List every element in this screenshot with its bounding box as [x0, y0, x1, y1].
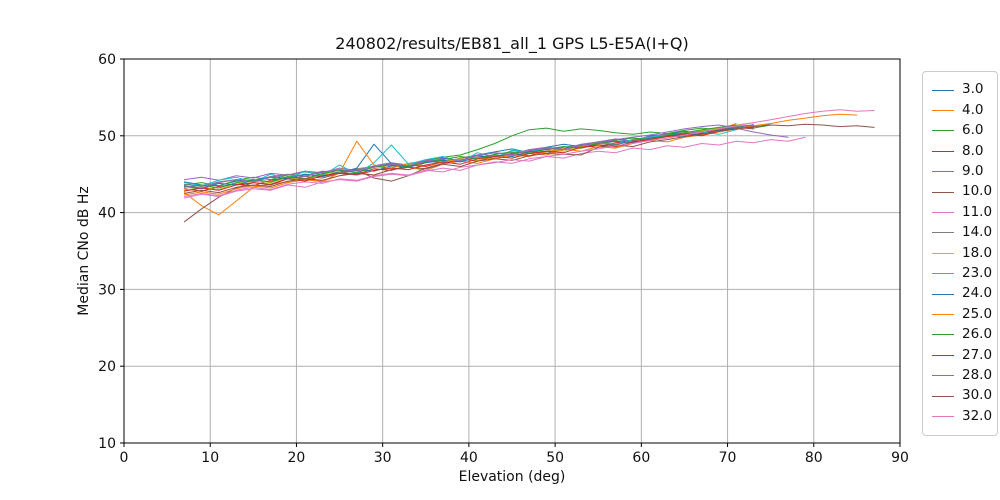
legend-line-swatch: [932, 354, 954, 356]
legend-entry-label: 24.0: [962, 285, 993, 302]
legend-line-swatch: [932, 110, 954, 112]
legend-line-swatch: [932, 191, 954, 193]
y-tick-label-20: 20: [98, 359, 116, 375]
legend-line-swatch: [932, 313, 954, 315]
legend-entry-10.0: 10.0: [932, 182, 993, 202]
legend-entry-label: 30.0: [962, 387, 993, 404]
legend-entry-label: 4.0: [962, 101, 984, 118]
legend-line-swatch: [932, 273, 954, 275]
y-tick-label-10: 10: [98, 436, 116, 452]
chart-title: 240802/results/EB81_all_1 GPS L5-E5A(I+Q…: [335, 34, 689, 53]
legend-entry-label: 27.0: [962, 346, 993, 363]
x-tick-label-10: 10: [201, 450, 219, 466]
legend-entry-24.0: 24.0: [932, 284, 993, 304]
x-tick-label-30: 30: [374, 450, 392, 466]
legend-entry-32.0: 32.0: [932, 406, 993, 426]
y-tick-label-50: 50: [98, 129, 116, 145]
legend-line-swatch: [932, 150, 954, 152]
legend-entry-11.0: 11.0: [932, 202, 993, 222]
legend-entry-9.0: 9.0: [932, 162, 993, 182]
legend-line-swatch: [932, 375, 954, 377]
legend-entry-18.0: 18.0: [932, 243, 993, 263]
legend-line-swatch: [932, 395, 954, 397]
series-line-30.0: [183, 123, 875, 194]
x-tick-label-40: 40: [460, 450, 478, 466]
legend-line-swatch: [932, 334, 954, 336]
series-line-11.0: [183, 136, 806, 197]
legend-line-swatch: [932, 252, 954, 254]
legend-line-swatch: [932, 89, 954, 91]
legend-entry-27.0: 27.0: [932, 345, 993, 365]
legend-entry-26.0: 26.0: [932, 325, 993, 345]
x-tick-label-60: 60: [632, 450, 650, 466]
legend: 3.0 4.0 6.0 8.0 9.0 10.0 11.0 14.0 18.0 23.0 24.0 2…: [922, 71, 998, 436]
legend-entry-label: 25.0: [962, 305, 993, 322]
legend-entry-14.0: 14.0: [932, 223, 993, 243]
legend-entry-label: 32.0: [962, 407, 993, 424]
legend-line-swatch: [932, 212, 954, 214]
legend-entry-label: 28.0: [962, 366, 993, 383]
legend-entry-label: 8.0: [962, 142, 984, 159]
legend-entry-label: 23.0: [962, 264, 993, 281]
legend-line-swatch: [932, 293, 954, 295]
x-tick-label-90: 90: [891, 450, 909, 466]
y-tick-label-60: 60: [98, 52, 116, 68]
legend-entry-label: 9.0: [962, 163, 984, 179]
series-line-6.0: [183, 124, 772, 187]
x-tick-label-70: 70: [719, 450, 737, 466]
legend-entry-8.0: 8.0: [932, 141, 993, 161]
x-tick-label-80: 80: [805, 450, 823, 466]
legend-line-swatch: [932, 232, 954, 234]
series-line-27.0: [183, 126, 754, 192]
x-axis-label: Elevation (deg): [458, 469, 566, 485]
series-line-32.0: [183, 109, 875, 199]
legend-line-swatch: [932, 415, 954, 417]
legend-entry-23.0: 23.0: [932, 264, 993, 284]
legend-entry-label: 26.0: [962, 326, 993, 343]
legend-entry-25.0: 25.0: [932, 304, 993, 324]
y-axis-label: Median CNo dB Hz: [76, 186, 92, 316]
x-tick-label-0: 0: [120, 450, 129, 466]
legend-entry-label: 3.0: [962, 81, 984, 98]
series-line-26.0: [183, 124, 737, 189]
y-tick-label-30: 30: [98, 282, 116, 298]
legend-line-swatch: [932, 171, 954, 173]
legend-entry-label: 14.0: [962, 224, 993, 241]
legend-entry-label: 11.0: [962, 203, 993, 220]
y-tick-label-40: 40: [98, 206, 116, 222]
legend-entry-label: 18.0: [962, 244, 993, 261]
legend-entry-28.0: 28.0: [932, 365, 993, 385]
plot-spines: [123, 58, 901, 444]
series-line-28.0: [183, 124, 789, 189]
x-tick-label-20: 20: [288, 450, 306, 466]
x-tick-label-50: 50: [546, 450, 564, 466]
legend-entry-30.0: 30.0: [932, 386, 993, 406]
legend-entry-6.0: 6.0: [932, 121, 993, 141]
legend-entry-3.0: 3.0: [932, 80, 993, 100]
legend-line-swatch: [932, 130, 954, 132]
legend-entry-label: 10.0: [962, 183, 993, 200]
legend-entry-4.0: 4.0: [932, 100, 993, 120]
legend-entry-label: 6.0: [962, 122, 984, 139]
